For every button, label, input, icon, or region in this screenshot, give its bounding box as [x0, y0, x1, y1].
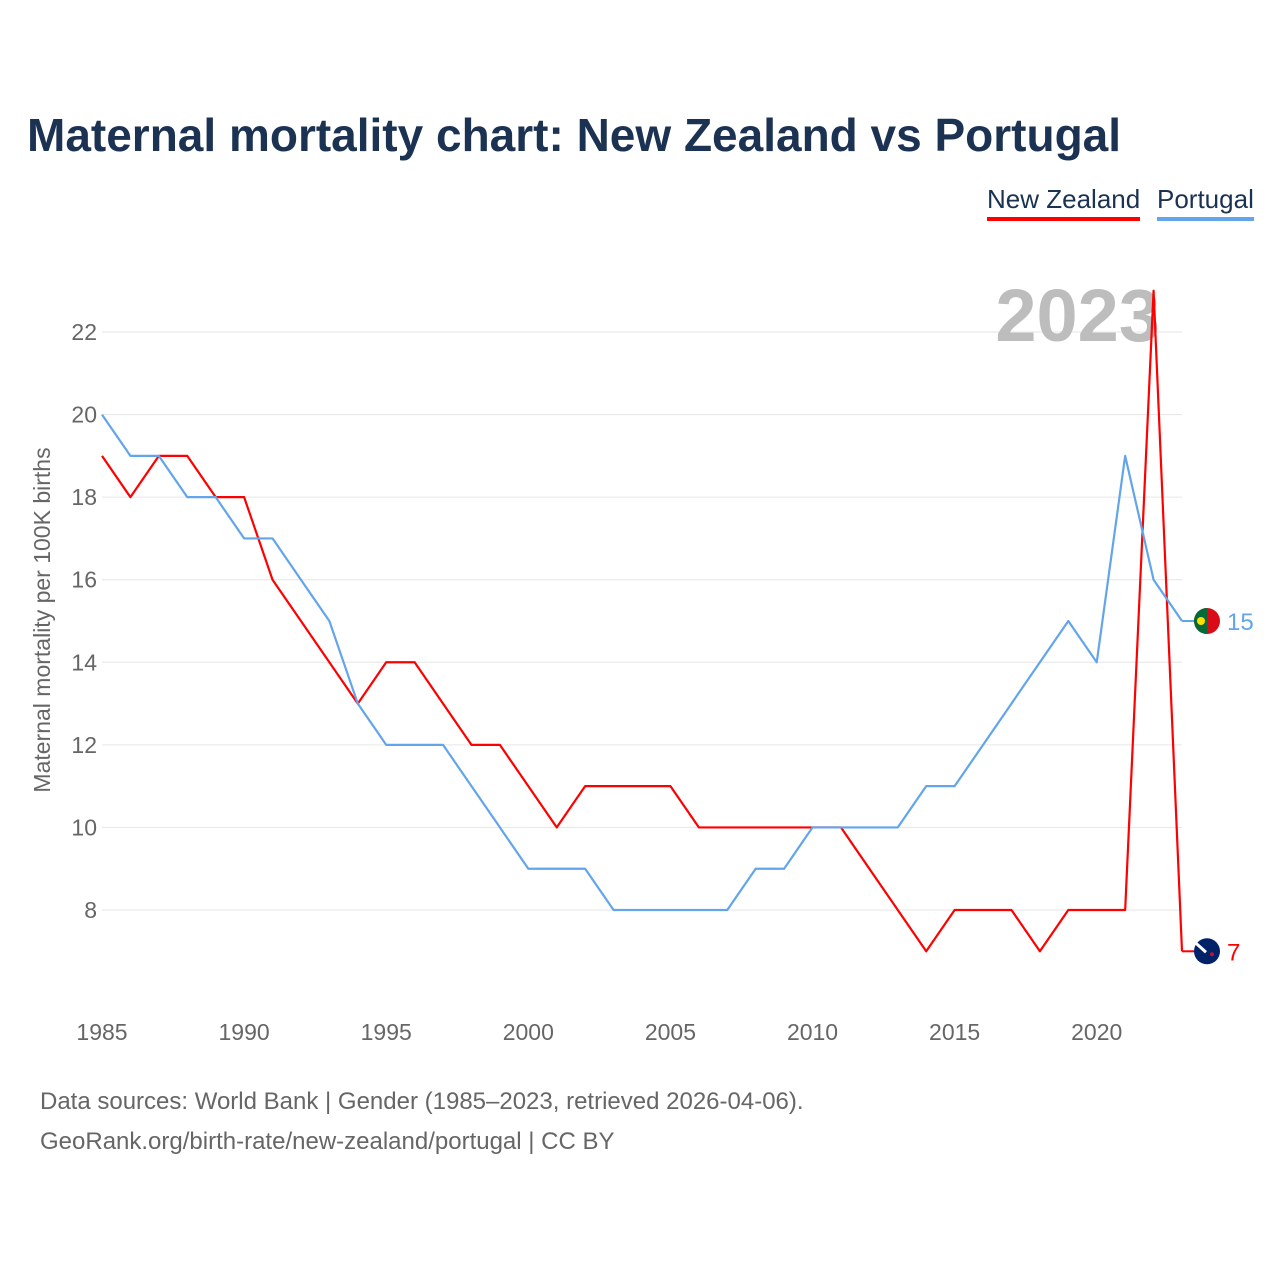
chart-title: Maternal mortality chart: New Zealand vs…	[27, 109, 1122, 161]
y-tick-label: 10	[71, 814, 97, 840]
x-tick-label: 2015	[929, 1019, 980, 1045]
y-tick-label: 14	[71, 649, 97, 675]
x-tick-label: 2000	[503, 1019, 554, 1045]
y-axis-label: Maternal mortality per 100K births	[29, 447, 55, 792]
legend-new-zealand[interactable]: New Zealand	[987, 184, 1141, 221]
y-tick-label: 8	[84, 897, 97, 923]
new-zealand-flag-union	[1194, 942, 1208, 954]
y-tick-label: 22	[71, 319, 97, 345]
series-line-portugal	[101, 413, 1183, 912]
x-tick-label: 1985	[76, 1019, 127, 1045]
x-tick-label: 1990	[219, 1019, 270, 1045]
new-zealand-flag-icon	[1194, 938, 1220, 965]
end-value-label: 15	[1227, 609, 1254, 636]
year-watermark: 2023	[995, 274, 1160, 357]
portugal-flag-emblem	[1197, 617, 1205, 625]
y-tick-label: 12	[71, 732, 97, 758]
x-tick-label: 2010	[787, 1019, 838, 1045]
source-line: Data sources: World Bank | Gender (1985–…	[40, 1088, 804, 1115]
x-tick-label: 2020	[1071, 1019, 1122, 1045]
x-tick-label: 2005	[645, 1019, 696, 1045]
y-tick-label: 18	[71, 484, 97, 510]
series-line-new-zealand	[101, 289, 1184, 953]
new-zealand-flag-star	[1210, 952, 1214, 957]
legend-portugal[interactable]: Portugal	[1157, 184, 1254, 221]
end-value-label: 7	[1227, 939, 1240, 966]
x-tick-label: 1995	[361, 1019, 412, 1045]
source-url[interactable]: GeoRank.org/birth-rate/new-zealand/portu…	[40, 1128, 615, 1155]
y-tick-label: 16	[71, 567, 97, 593]
line-chart: 8 10 12 14 16 18 20 22 1985 1990 1995 2000 2005 2010 2…	[29, 274, 1254, 1045]
y-tick-label: 20	[71, 402, 97, 428]
